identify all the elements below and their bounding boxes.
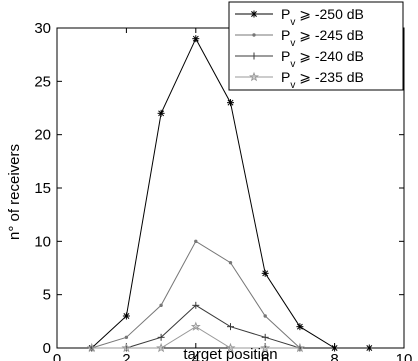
data-point <box>157 109 165 117</box>
legend-label: Pv ⩾ -245 dB <box>281 27 364 49</box>
data-point <box>261 333 269 341</box>
legend-label: Pv ⩾ -250 dB <box>281 6 364 28</box>
y-tick-label: 10 <box>34 233 51 250</box>
legend-item: Pv ⩾ -250 dB <box>235 6 364 28</box>
y-tick-label: 30 <box>34 20 51 37</box>
y-tick-label: 25 <box>34 73 51 90</box>
x-tick-label: 8 <box>330 351 338 361</box>
y-axis: 0 5 10 15 20 25 30 <box>34 20 404 357</box>
data-point <box>86 342 97 353</box>
data-point <box>250 52 258 60</box>
data-point <box>159 303 163 308</box>
x-tick-label: 0 <box>53 351 61 361</box>
legend-label: Pv ⩾ -240 dB <box>281 48 364 70</box>
series-layer <box>86 35 373 353</box>
data-point <box>250 10 258 18</box>
x-tick-label: 10 <box>396 351 413 361</box>
data-point <box>192 35 200 43</box>
data-point <box>228 260 233 265</box>
legend-label: Pv ⩾ -235 dB <box>281 69 364 91</box>
data-point <box>263 314 267 318</box>
data-point <box>194 239 198 244</box>
y-tick-label: 0 <box>43 340 51 357</box>
data-point <box>227 323 234 331</box>
legend-item: Pv ⩾ -235 dB <box>235 69 364 91</box>
y-tick-label: 5 <box>43 287 51 304</box>
data-point <box>124 335 129 340</box>
y-tick-label: 15 <box>34 180 51 197</box>
data-point <box>190 321 201 331</box>
data-point <box>157 333 165 341</box>
legend-box <box>228 1 404 91</box>
x-tick-label: 4 <box>192 351 200 361</box>
data-point <box>227 99 234 107</box>
series-4 <box>86 321 305 353</box>
data-point <box>122 312 130 320</box>
data-point <box>252 33 256 37</box>
data-point <box>192 301 200 309</box>
x-tick-label: 2 <box>122 351 130 361</box>
data-point <box>331 344 339 352</box>
data-point <box>296 323 304 331</box>
data-point <box>260 342 271 353</box>
legend-item: Pv ⩾ -245 dB <box>235 27 364 49</box>
y-axis-title: n° of receivers <box>6 144 23 240</box>
data-point <box>156 342 167 353</box>
data-point <box>261 269 269 277</box>
data-point <box>225 342 236 353</box>
series-line <box>91 326 300 349</box>
data-point <box>249 71 259 82</box>
x-axis-title: target position <box>183 346 277 361</box>
y-tick-label: 20 <box>34 127 51 144</box>
legend-item: Pv ⩾ -240 dB <box>235 48 364 70</box>
x-tick-label: 6 <box>261 351 269 361</box>
data-point <box>121 342 132 353</box>
series-2 <box>90 239 302 350</box>
data-point <box>294 342 305 353</box>
data-point <box>365 344 373 352</box>
